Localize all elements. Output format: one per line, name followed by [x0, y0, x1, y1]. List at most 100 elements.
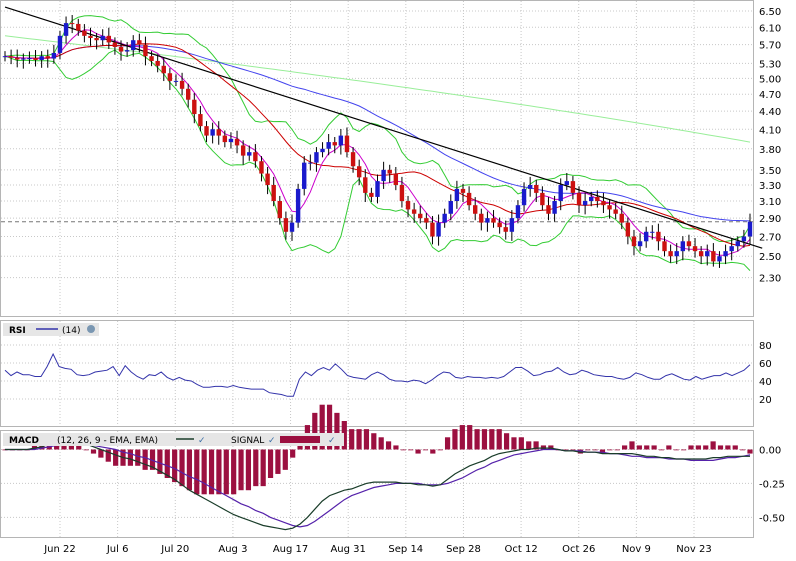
candle-up [582, 201, 588, 206]
macd-histogram-bar [267, 449, 274, 478]
macd-histogram-bar [592, 449, 598, 451]
macd-histogram-bar [540, 445, 547, 450]
macd-histogram-bar [238, 449, 244, 491]
price-tick-label: 6.50 [759, 7, 781, 18]
candle-up [637, 241, 643, 247]
macd-histogram-bar [39, 445, 45, 450]
macd-histogram-bar [430, 449, 436, 454]
candle-down [534, 184, 539, 193]
candle-up [63, 23, 69, 36]
candle-up [705, 251, 710, 257]
candle-down [8, 56, 14, 58]
macd-histogram-bar [695, 445, 701, 450]
price-tick-label: 4.70 [759, 90, 781, 101]
candle-up [210, 129, 215, 136]
macd-histogram-bar [363, 429, 370, 450]
macd-histogram-bar [194, 449, 200, 495]
candle-down [253, 152, 258, 162]
macd-histogram-bar [644, 445, 650, 450]
candle-up [735, 241, 740, 247]
macd-histogram-bar [319, 404, 325, 450]
candle-down [69, 23, 75, 25]
candle-down [82, 30, 87, 36]
macd-histogram-bar [481, 429, 488, 450]
x-tick-label: Aug 17 [273, 544, 308, 555]
macd-histogram-bar [489, 429, 495, 450]
candle-down [356, 166, 362, 178]
x-tick-label: Oct 12 [504, 544, 537, 555]
bollinger-upper-line [4, 15, 751, 242]
rsi-settings-icon[interactable] [87, 325, 95, 333]
hist-check-icon[interactable]: ✓ [328, 436, 336, 446]
macd-histogram-bar [725, 445, 731, 450]
candle-down [466, 192, 472, 206]
candle-down [185, 88, 191, 100]
macd-histogram-bar [681, 449, 687, 451]
macd-histogram-bar [245, 449, 252, 491]
macd-histogram-bar [223, 449, 229, 495]
macd-histogram-bar [127, 449, 133, 466]
candle-down [479, 213, 484, 223]
candle-down [411, 209, 417, 214]
signal-check-icon[interactable]: ✓ [268, 436, 276, 446]
macd-histogram-bar [290, 449, 296, 458]
macd-check-icon[interactable]: ✓ [198, 436, 206, 446]
price-tick-label: 3.80 [759, 145, 781, 156]
candle-down [161, 65, 166, 74]
candle-down [45, 56, 50, 59]
macd-histogram-bar [496, 429, 502, 450]
macd-histogram-bar [83, 449, 89, 451]
candle-down [363, 177, 368, 193]
candle-down [595, 196, 600, 202]
macd-histogram-bar [157, 449, 163, 474]
macd-histogram-bar [415, 449, 421, 454]
rsi-title: RSI [9, 326, 26, 336]
candle-down [631, 236, 637, 247]
candle-up [527, 184, 533, 189]
candle-down [619, 213, 624, 223]
candle-up [521, 188, 527, 206]
macd-histogram-bar [622, 445, 628, 450]
candle-up [747, 221, 753, 237]
price-tick-label: 2.70 [759, 232, 781, 243]
candle-down [405, 201, 411, 210]
macd-histogram-bar [113, 449, 119, 466]
candle-down [625, 222, 631, 237]
price-tick-label: 6.10 [759, 23, 781, 34]
macd-histogram-bar [216, 449, 222, 495]
price-panel [0, 0, 754, 317]
macd-header: MACD (12, 26, 9 - EMA, EMA) ✓ SIGNAL ✓ ✓ [3, 433, 344, 446]
macd-histogram-bar [673, 449, 679, 451]
candle-down [222, 135, 228, 143]
macd-histogram-bar [577, 449, 583, 454]
rsi-tick-label: 60 [759, 359, 772, 370]
macd-histogram-bar [105, 449, 111, 462]
macd-histogram-bar [98, 449, 104, 458]
price-tick-label: 5.70 [759, 41, 781, 52]
candle-down [216, 129, 221, 136]
macd-histogram-bar [275, 449, 281, 474]
macd-histogram-bar [511, 437, 517, 450]
macd-histogram-bar [570, 449, 576, 451]
macd-histogram-bar [599, 449, 606, 454]
macd-tick-label: -0.25 [759, 479, 785, 490]
price-tick-label: 4.40 [759, 107, 781, 118]
price-tick-label: 5.30 [759, 59, 781, 70]
price-tick-label: 2.50 [759, 252, 781, 263]
macd-histogram-bar [518, 437, 524, 450]
candle-down [259, 161, 264, 174]
candle-up [741, 236, 747, 242]
macd-histogram-bar [179, 449, 185, 487]
macd-histogram-bar [385, 441, 392, 450]
candle-up [442, 213, 447, 223]
signal-legend-label: SIGNAL [231, 436, 264, 446]
candle-up [57, 35, 63, 53]
candle-down [570, 181, 576, 193]
candle-down [418, 213, 423, 219]
macd-histogram-bar [312, 412, 318, 450]
macd-histogram-bar [666, 445, 672, 450]
macd-histogram-bar [135, 449, 141, 466]
macd-histogram-bar [231, 449, 237, 495]
price-tick-label: 5.00 [759, 74, 781, 85]
